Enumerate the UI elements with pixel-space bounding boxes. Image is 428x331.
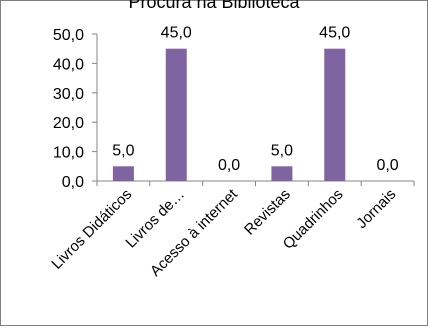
data-label: 5,0 <box>271 142 293 159</box>
chart-title: Procura na Biblioteca <box>128 0 300 12</box>
data-label: 5,0 <box>112 142 134 159</box>
data-label: 45,0 <box>161 25 192 42</box>
bar <box>271 166 293 181</box>
bar <box>324 48 346 182</box>
data-label: 0,0 <box>218 157 240 174</box>
y-tick-label: 50,0 <box>53 27 84 44</box>
data-label: 45,0 <box>319 25 350 42</box>
bar <box>165 48 187 182</box>
y-tick-label: 0,0 <box>62 174 84 191</box>
bar <box>112 166 134 181</box>
y-tick-label: 40,0 <box>53 56 84 73</box>
data-label: 0,0 <box>376 157 398 174</box>
y-tick-label: 30,0 <box>53 86 84 103</box>
y-tick-label: 20,0 <box>53 115 84 132</box>
y-tick-label: 10,0 <box>53 145 84 162</box>
